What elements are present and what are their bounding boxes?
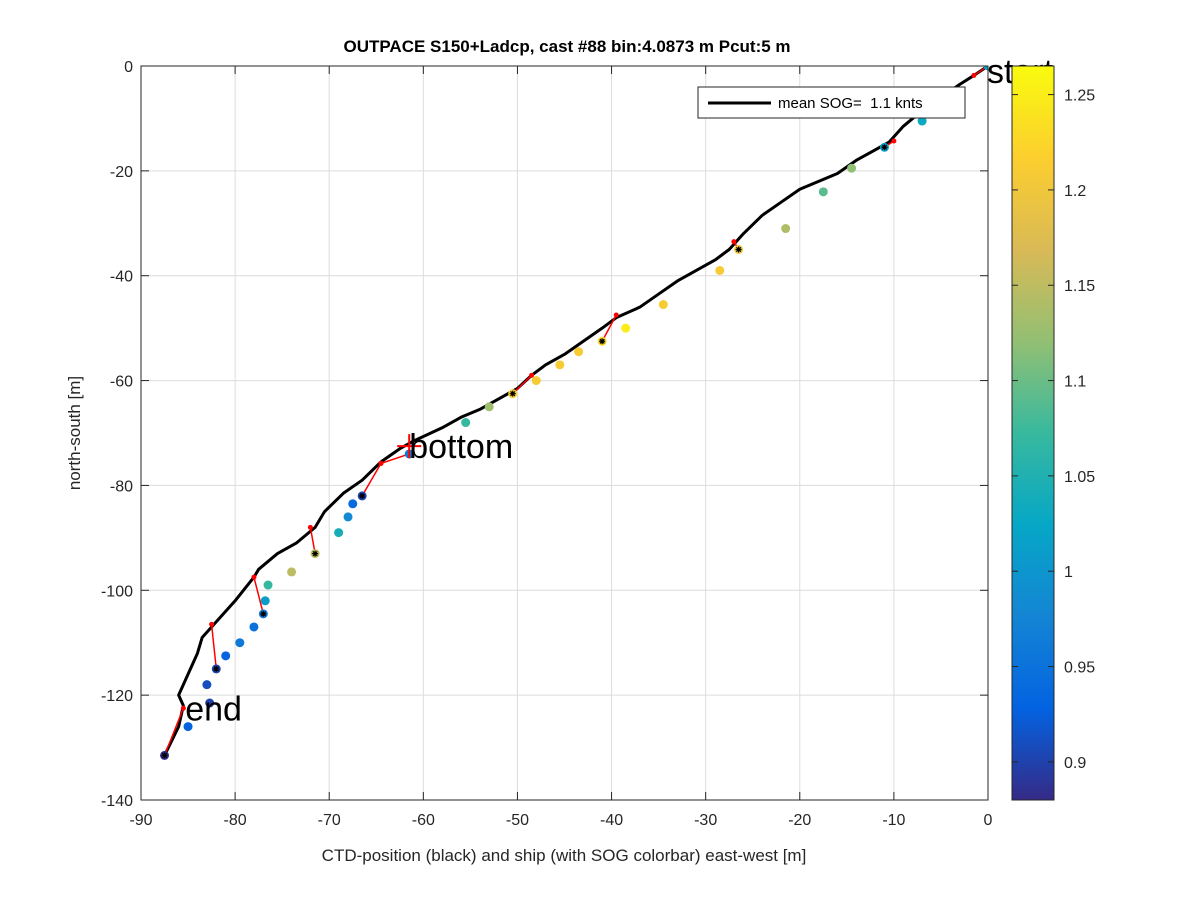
x-tick-label: -50: [506, 812, 529, 829]
plot-frame: [140, 65, 989, 801]
y-tick-label: -140: [101, 793, 133, 810]
colorbar-tick-label: 1.15: [1064, 278, 1095, 295]
y-tick-label: -100: [101, 583, 133, 600]
ship-position-point: [484, 402, 494, 412]
ship-position-point: [202, 680, 212, 690]
ctd-sample-marker: [529, 372, 535, 378]
x-tick-label: -10: [882, 812, 905, 829]
ctd-sample-marker: [251, 574, 257, 580]
marker-layer: [397, 434, 422, 459]
colorbar-gradient: [1011, 65, 1055, 801]
x-tick-label: 0: [984, 812, 993, 829]
ship-position-star-marker: [161, 752, 168, 759]
ctd-sample-marker: [378, 460, 384, 466]
y-axis-ticks: 0 -20 -40 -60 -80 -100 -120 -140: [101, 59, 988, 810]
x-tick-label: -70: [318, 812, 341, 829]
ctd-sample-marker: [180, 705, 186, 711]
y-tick-label: -60: [110, 374, 133, 391]
ctd-sample-marker: [971, 72, 977, 78]
ship-position-star-marker: [312, 550, 319, 557]
y-tick-label: -20: [110, 164, 133, 181]
data-layer: [160, 66, 988, 760]
chart-title: OUTPACE S150+Ladcp, cast #88 bin:4.0873 …: [343, 37, 790, 56]
ship-position-point: [287, 567, 297, 577]
ship-position-star-marker: [735, 246, 742, 253]
ship-position-point: [574, 347, 584, 357]
colorbar-tick-label: 1: [1064, 564, 1073, 581]
x-tick-label: -30: [694, 812, 717, 829]
ship-position-point: [847, 163, 857, 173]
ship-position-point: [348, 499, 358, 509]
ship-position-point: [983, 66, 988, 71]
ship-position-point: [461, 418, 471, 428]
ship-position-star-marker: [599, 338, 606, 345]
ship-position-point: [249, 622, 259, 632]
ship-position-point: [781, 224, 791, 234]
ship-position-point: [263, 580, 273, 590]
colorbar-tick-label: 1.2: [1064, 183, 1086, 200]
colorbar-tick-label: 1.25: [1064, 88, 1095, 105]
ship-position-star-marker: [359, 492, 366, 499]
ctd-sample-marker: [731, 239, 737, 245]
x-tick-label: -60: [412, 812, 435, 829]
colorbar-tick-label: 1.05: [1064, 469, 1095, 486]
annotation-end-label: end: [185, 690, 242, 728]
legend-entry-label: mean SOG= 1.1 knts: [778, 95, 923, 112]
colorbar-ticks: 0.9 0.95 1 1.05 1.1 1.15 1.2 1.25: [1012, 88, 1095, 772]
ship-position-point: [917, 116, 927, 126]
ctd-ship-connector: [163, 707, 185, 756]
ctd-sample-marker: [891, 138, 897, 144]
y-tick-label: -80: [110, 478, 133, 495]
ctd-ship-connector: [253, 576, 265, 615]
ctd-ship-connector: [361, 463, 382, 497]
ship-position-point: [621, 323, 631, 333]
x-axis-ticks: -90 -80 -70 -60 -50 -40 -30 -20 -10 0: [129, 66, 993, 829]
ship-position-point: [183, 722, 193, 732]
ctd-ship-connector: [210, 624, 218, 670]
legend: mean SOG= 1.1 knts: [697, 86, 966, 119]
plot-area: startbottomend -90-80-70-60-50-40-30-20-…: [101, 53, 1054, 829]
ship-position-point: [205, 698, 215, 708]
colorbar-tick-label: 0.9: [1064, 755, 1086, 772]
annotation-bottom-label: bottom: [409, 428, 513, 466]
ship-position-point: [343, 512, 353, 522]
colorbar-tick-label: 0.95: [1064, 660, 1095, 677]
ship-position-point: [658, 300, 668, 310]
y-tick-label: 0: [124, 59, 133, 76]
ship-position-star-marker: [881, 144, 888, 151]
ctd-sample-marker: [209, 621, 215, 627]
ctd-ship-connector: [380, 453, 410, 465]
ship-position-point: [334, 528, 344, 538]
y-tick-label: -120: [101, 688, 133, 705]
x-tick-label: -80: [224, 812, 247, 829]
colorbar: 0.9 0.95 1 1.05 1.1 1.15 1.2 1.25: [1011, 65, 1095, 801]
ship-position-point: [555, 360, 565, 370]
x-tick-label: -20: [788, 812, 811, 829]
y-tick-label: -40: [110, 269, 133, 286]
x-axis-label: CTD-position (black) and ship (with SOG …: [322, 846, 807, 865]
ship-position-star-marker: [213, 665, 220, 672]
y-axis-label: north-south [m]: [65, 376, 84, 490]
x-tick-label: -90: [129, 812, 152, 829]
ctd-sample-marker: [307, 524, 313, 530]
ship-position-point: [235, 638, 245, 648]
ship-position-point: [818, 187, 828, 197]
ship-position-star-marker: [509, 390, 516, 397]
x-tick-label: -40: [600, 812, 623, 829]
ctd-sample-marker: [613, 312, 619, 318]
ship-positions-layer: [160, 66, 988, 760]
ship-position-point: [531, 376, 541, 386]
ship-position-point: [221, 651, 231, 661]
ship-position-point: [260, 596, 270, 606]
bottom-marker: [397, 434, 422, 459]
ctd-ship-connector: [601, 314, 617, 342]
plot-background: [141, 66, 988, 800]
ship-position-point: [715, 265, 725, 275]
colorbar-tick-label: 1.1: [1064, 374, 1086, 391]
ship-position-star-marker: [260, 610, 267, 617]
